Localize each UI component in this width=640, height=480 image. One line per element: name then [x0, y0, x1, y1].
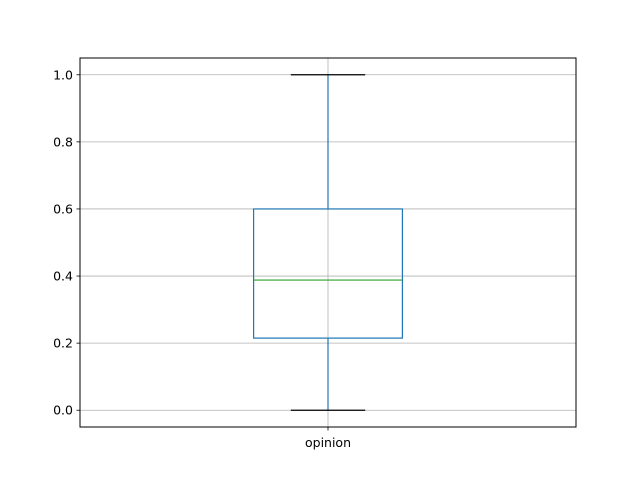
y-tick-label: 0.2 — [53, 336, 73, 351]
y-tick-label: 0.0 — [53, 403, 73, 418]
iqr-box — [253, 208, 404, 339]
y-tick-label: 0.6 — [53, 201, 73, 216]
y-tick-label: 0.8 — [53, 134, 73, 149]
y-tick-label: 1.0 — [53, 67, 73, 82]
y-tick-label: 0.4 — [53, 269, 73, 284]
y-axis: 0.0 0.2 0.4 0.6 0.8 1.0 — [53, 67, 80, 418]
x-tick-label: opinion — [305, 435, 351, 450]
x-axis: opinion — [305, 427, 351, 450]
boxplot — [253, 74, 404, 411]
